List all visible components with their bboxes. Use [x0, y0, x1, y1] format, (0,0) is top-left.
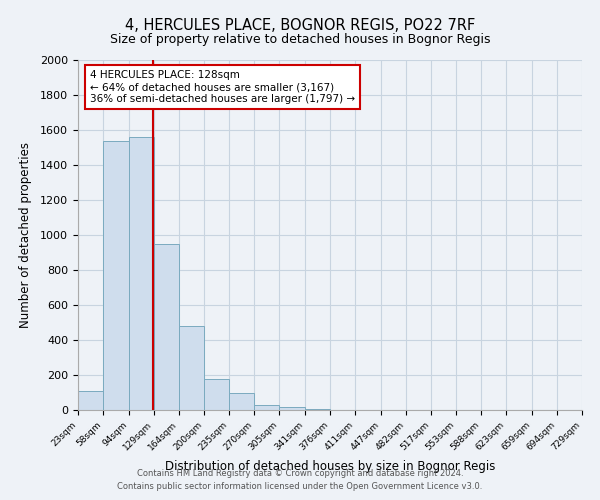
Bar — [229, 394, 254, 410]
Bar — [128, 137, 154, 410]
Bar — [205, 378, 229, 410]
Bar — [254, 405, 280, 410]
Bar — [280, 408, 305, 410]
Bar — [78, 391, 103, 410]
Y-axis label: Number of detached properties: Number of detached properties — [19, 142, 32, 328]
Bar — [154, 244, 179, 410]
Text: Contains public sector information licensed under the Open Government Licence v3: Contains public sector information licen… — [118, 482, 482, 491]
X-axis label: Distribution of detached houses by size in Bognor Regis: Distribution of detached houses by size … — [165, 460, 495, 473]
Bar — [305, 408, 330, 410]
Text: Size of property relative to detached houses in Bognor Regis: Size of property relative to detached ho… — [110, 32, 490, 46]
Text: 4 HERCULES PLACE: 128sqm
← 64% of detached houses are smaller (3,167)
36% of sem: 4 HERCULES PLACE: 128sqm ← 64% of detach… — [90, 70, 355, 104]
Bar — [179, 326, 205, 410]
Bar — [103, 140, 128, 410]
Text: 4, HERCULES PLACE, BOGNOR REGIS, PO22 7RF: 4, HERCULES PLACE, BOGNOR REGIS, PO22 7R… — [125, 18, 475, 32]
Text: Contains HM Land Registry data © Crown copyright and database right 2024.: Contains HM Land Registry data © Crown c… — [137, 468, 463, 477]
